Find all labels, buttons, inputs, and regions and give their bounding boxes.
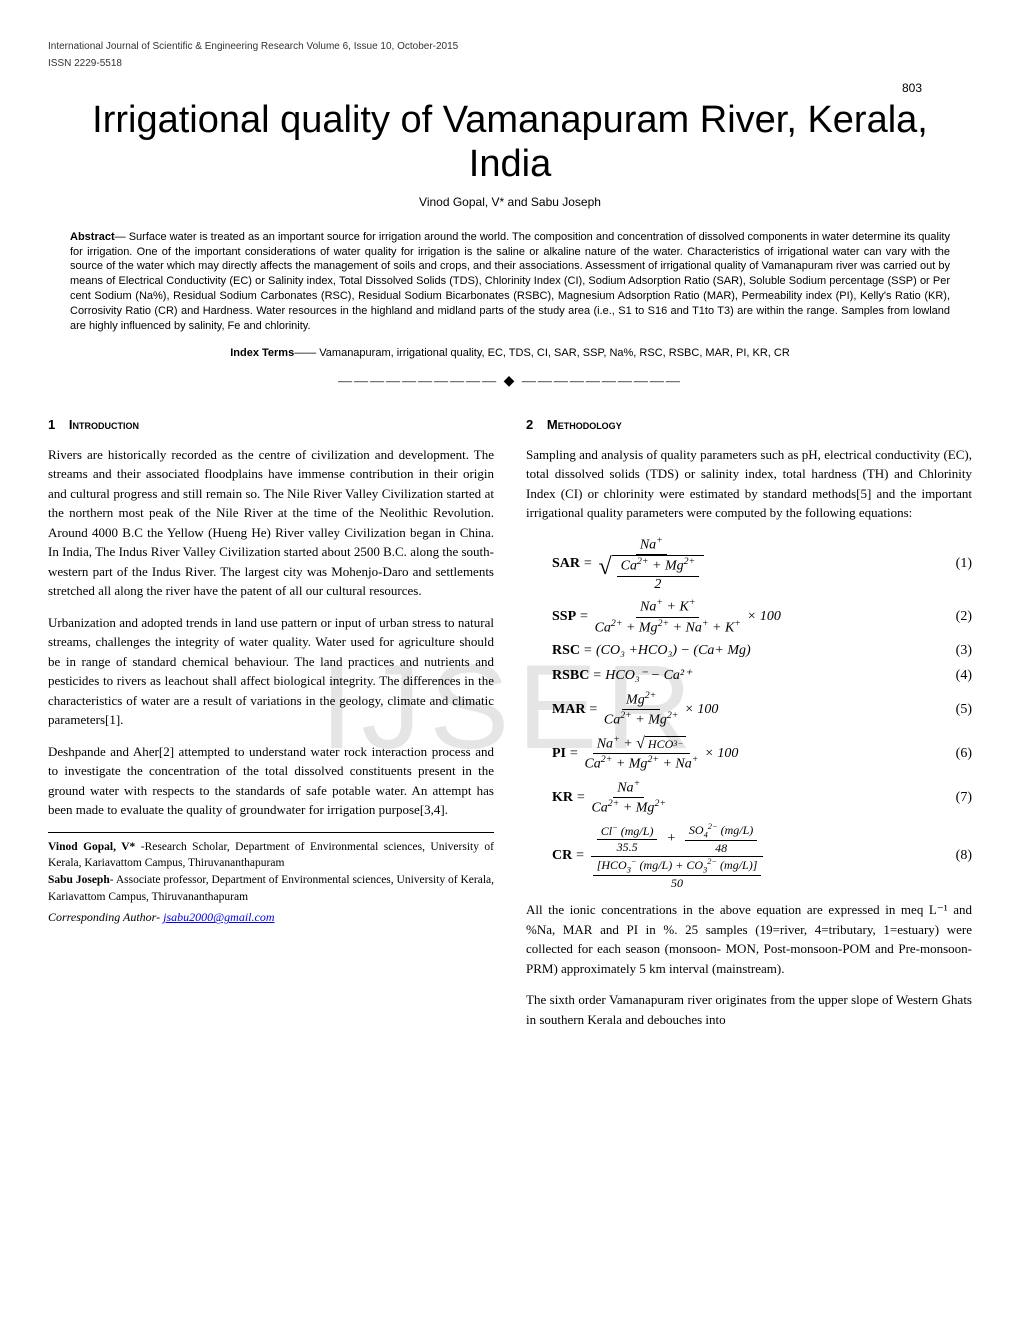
eq-rsc-label: RSC [552,641,580,661]
method-para-3: The sixth order Vamanapuram river origin… [526,990,972,1029]
intro-para-1: Rivers are historically recorded as the … [48,445,494,601]
journal-title: International Journal of Scientific & En… [48,40,972,55]
eq-num-3: (3) [938,641,972,661]
journal-header: International Journal of Scientific & En… [48,40,972,71]
eq-rsc-body: = (CO₃ +HCO₃) − (Ca+ Mg) [583,641,751,661]
page-number: 803 [902,80,922,97]
eq-kr-label: KR [552,788,573,808]
corr-label: Corresponding Author- [48,910,163,924]
page-root: International Journal of Scientific & En… [48,40,972,1041]
equation-kr: KR = Na+ Ca2+ + Mg2+ (7) [526,778,972,818]
index-terms: Index Terms—— Vamanapuram, irrigational … [74,346,946,362]
right-column: 2 Methodology Sampling and analysis of q… [526,410,972,1041]
footnote-rule [48,832,494,833]
equation-pi: PI = Na+ + √HCO3− Ca2+ + Mg2+ + Na+ × 10… [526,734,972,774]
index-terms-text: —— Vamanapuram, irrigational quality, EC… [294,347,790,359]
section-1-heading: 1 Introduction [48,416,494,435]
eq-ssp-label: SSP [552,607,576,627]
eq-num-4: (4) [938,666,972,686]
eq-sar-label: SAR [552,554,580,574]
issn-line: ISSN 2229-5518 [48,57,972,72]
abstract-text: — Surface water is treated as an importa… [70,231,950,332]
eq-num-6: (6) [938,744,972,764]
footnote-2: Sabu Joseph- Associate professor, Depart… [48,872,494,905]
equation-rsbc: RSBC = HCO₃⁻ − Ca²⁺ (4) [526,666,972,686]
intro-para-2: Urbanization and adopted trends in land … [48,613,494,730]
left-column: 1 Introduction Rivers are historically r… [48,410,494,1041]
method-para-2: All the ionic concentrations in the abov… [526,900,972,978]
eq-cr-label: CR [552,846,572,866]
paper-title: Irrigational quality of Vamanapuram Rive… [48,99,972,186]
section-1-num: 1 [48,417,55,432]
eq-rsbc-label: RSBC [552,666,589,686]
abstract-block: Abstract— Surface water is treated as an… [70,230,950,334]
abstract-label: Abstract [70,231,115,243]
section-divider: —————————— ◆ —————————— [48,372,972,392]
index-terms-label: Index Terms [230,347,294,359]
corresponding-author: Corresponding Author- jsabu2000@gmail.co… [48,909,494,926]
authors-line: Vinod Gopal, V* and Sabu Joseph [48,194,972,211]
eq-rsbc-body: = HCO₃⁻ − Ca²⁺ [592,666,691,686]
two-column-layout: 1 Introduction Rivers are historically r… [48,410,972,1041]
intro-para-3: Deshpande and Aher[2] attempted to under… [48,742,494,820]
section-2-heading: 2 Methodology [526,416,972,435]
section-2-title: Methodology [547,417,622,432]
equation-cr: CR = Cl− (mg/L)35.5 + SO42− (mg/L)48 [HC… [526,822,972,891]
eq-num-1: (1) [938,554,972,574]
method-para-1: Sampling and analysis of quality paramet… [526,445,972,523]
eq-pi-label: PI [552,744,566,764]
eq-num-8: (8) [938,846,972,866]
footnote-1: Vinod Gopal, V* -Research Scholar, Depar… [48,839,494,872]
corr-email-link[interactable]: jsabu2000@gmail.com [163,910,274,924]
eq-mar-label: MAR [552,700,585,720]
equation-mar: MAR = Mg2+ Ca2+ + Mg2+ × 100 (5) [526,690,972,730]
eq-num-2: (2) [938,607,972,627]
eq-num-7: (7) [938,788,972,808]
equation-sar: SAR = Na+ √ Ca2+ + Mg2+2 (1) [526,535,972,594]
equation-ssp: SSP = Na+ + K+ Ca2+ + Mg2+ + Na+ + K+ × … [526,597,972,637]
eq-num-5: (5) [938,700,972,720]
section-2-num: 2 [526,417,533,432]
equation-rsc: RSC = (CO₃ +HCO₃) − (Ca+ Mg) (3) [526,641,972,661]
footnote-2-name: Sabu Joseph [48,874,110,886]
section-1-title: Introduction [69,417,139,432]
footnote-1-name: Vinod Gopal, V* [48,841,135,853]
footnote-2-text: - Associate professor, Department of Env… [48,874,494,903]
